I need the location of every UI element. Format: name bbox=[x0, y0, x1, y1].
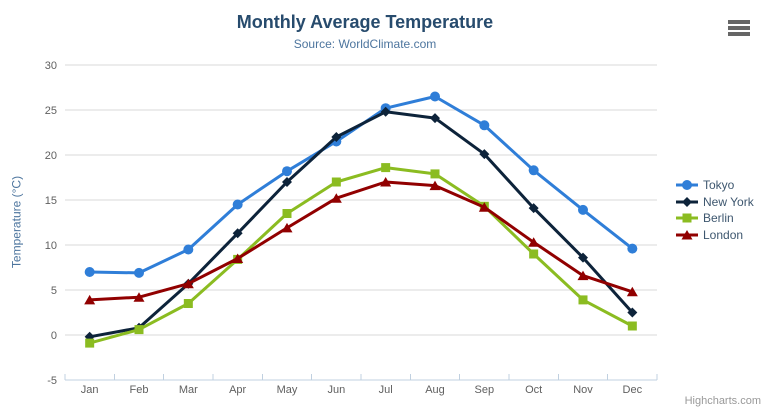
series-new-york-point[interactable] bbox=[479, 149, 490, 160]
chart-title: Monthly Average Temperature bbox=[236, 12, 494, 32]
credits-link[interactable]: Highcharts.com bbox=[684, 395, 761, 407]
series-berlin-point[interactable] bbox=[381, 163, 391, 173]
series-berlin-point[interactable] bbox=[430, 169, 440, 179]
series-new-york-point[interactable] bbox=[232, 228, 243, 239]
y-tick-label: 10 bbox=[45, 240, 57, 252]
chart-subtitle: Source: WorldClimate.com bbox=[293, 37, 437, 51]
y-tick-label: 30 bbox=[45, 60, 57, 72]
legend-marker-diamond-icon bbox=[676, 196, 698, 207]
series-new-york-point[interactable] bbox=[331, 132, 342, 142]
y-tick-label: -5 bbox=[47, 375, 57, 387]
series-london-point[interactable] bbox=[84, 294, 96, 305]
x-tick-label: Jul bbox=[379, 384, 393, 396]
series-berlin-point[interactable] bbox=[529, 249, 539, 259]
y-tick-label: 0 bbox=[51, 330, 57, 342]
series-tokyo-point[interactable] bbox=[627, 243, 638, 254]
x-tick-label: Nov bbox=[573, 384, 593, 396]
series-london-point[interactable] bbox=[330, 193, 342, 203]
series-london-point[interactable] bbox=[528, 237, 540, 247]
series-london-line[interactable] bbox=[88, 180, 634, 302]
series-london-point[interactable] bbox=[182, 278, 194, 289]
x-tick-label: Feb bbox=[130, 384, 149, 396]
series-tokyo-point[interactable] bbox=[479, 120, 490, 131]
x-tick-label: Jan bbox=[81, 384, 99, 396]
legend-item-label: New York bbox=[703, 194, 754, 209]
series-new-york-line[interactable] bbox=[88, 110, 634, 339]
series-london-point[interactable] bbox=[626, 286, 638, 297]
series-tokyo-point[interactable] bbox=[578, 204, 588, 215]
series-london-point[interactable] bbox=[281, 222, 293, 233]
series-london-point[interactable] bbox=[133, 292, 145, 302]
legend-item-label: Tokyo bbox=[703, 178, 735, 193]
legend-item-tokyo[interactable]: Tokyo bbox=[676, 177, 754, 194]
series-tokyo-point[interactable] bbox=[232, 199, 243, 210]
series-london-point[interactable] bbox=[478, 202, 490, 212]
series-berlin-point[interactable] bbox=[183, 299, 193, 308]
x-tick-label: Sep bbox=[475, 384, 495, 396]
series-new-york-point[interactable] bbox=[528, 203, 539, 214]
x-tick-label: Apr bbox=[229, 384, 246, 396]
series-london-point[interactable] bbox=[577, 270, 589, 281]
context-menu-button[interactable] bbox=[726, 16, 753, 40]
legend-item-new-york[interactable]: New York bbox=[676, 194, 754, 211]
y-axis-title: Temperature (°C) bbox=[9, 175, 24, 269]
series-berlin-point[interactable] bbox=[134, 325, 144, 335]
series-berlin-point[interactable] bbox=[331, 177, 341, 187]
y-tick-label: 25 bbox=[45, 105, 57, 117]
series-berlin-point[interactable] bbox=[282, 209, 292, 218]
legend-item-berlin[interactable]: Berlin bbox=[676, 210, 754, 227]
series-london-point[interactable] bbox=[429, 180, 441, 191]
series-new-york-point[interactable] bbox=[578, 252, 588, 263]
series-tokyo-point[interactable] bbox=[183, 244, 194, 255]
x-tick-label: Oct bbox=[525, 384, 542, 396]
series-berlin-point[interactable] bbox=[578, 295, 588, 305]
series-tokyo-point[interactable] bbox=[528, 165, 539, 176]
legend-marker-triangle-icon bbox=[676, 229, 698, 240]
series-tokyo-point[interactable] bbox=[84, 267, 95, 277]
x-tick-label: Dec bbox=[623, 384, 643, 396]
series-tokyo-point[interactable] bbox=[282, 166, 292, 177]
x-tick-label: Aug bbox=[425, 384, 445, 396]
y-tick-label: 15 bbox=[45, 195, 57, 207]
legend-marker-circle-icon bbox=[676, 180, 698, 191]
legend-item-london[interactable]: London bbox=[676, 227, 754, 244]
legend-item-label: Berlin bbox=[703, 211, 734, 226]
x-tick-label: Jun bbox=[327, 384, 345, 396]
y-tick-label: 5 bbox=[51, 285, 57, 297]
legend-item-label: London bbox=[703, 227, 744, 242]
series-new-york-point[interactable] bbox=[282, 177, 292, 187]
series-tokyo-point[interactable] bbox=[430, 91, 440, 102]
y-tick-label: 20 bbox=[45, 150, 57, 162]
legend-marker-square-icon bbox=[676, 213, 698, 223]
series-berlin-line[interactable] bbox=[88, 166, 634, 345]
series-berlin-point[interactable] bbox=[85, 338, 95, 348]
series-new-york-point[interactable] bbox=[430, 113, 440, 124]
x-tick-label: Mar bbox=[179, 384, 198, 396]
series-new-york-point[interactable] bbox=[627, 307, 638, 318]
x-tick-label: May bbox=[277, 384, 298, 396]
series-london-point[interactable] bbox=[380, 177, 392, 187]
legend: Tokyo New York Berlin London bbox=[676, 177, 754, 243]
series-tokyo-point[interactable] bbox=[134, 267, 144, 278]
series-new-york-point[interactable] bbox=[380, 106, 391, 117]
series-berlin-point[interactable] bbox=[627, 321, 637, 331]
series-london-point[interactable] bbox=[232, 253, 244, 264]
